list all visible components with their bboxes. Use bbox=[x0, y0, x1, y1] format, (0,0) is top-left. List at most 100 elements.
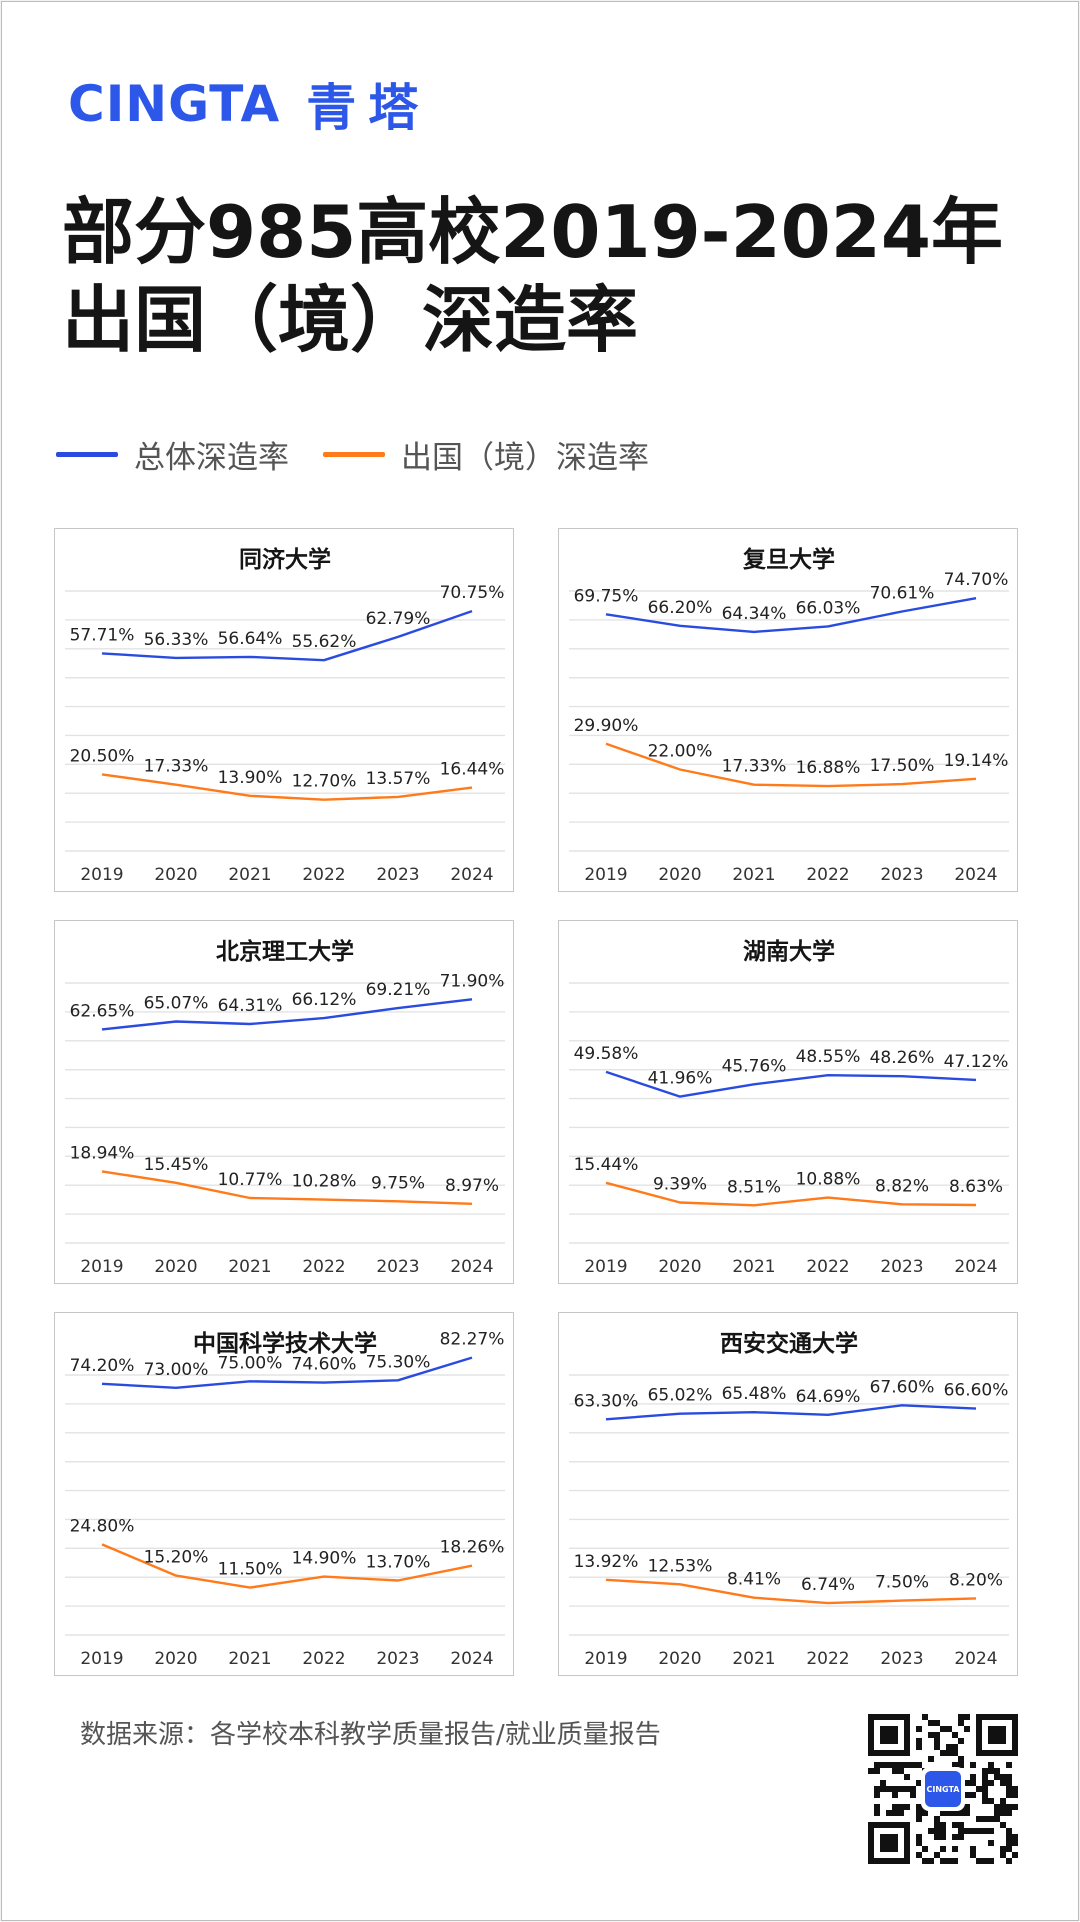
data-label-abroad: 11.50% bbox=[218, 1560, 283, 1580]
series-line-abroad bbox=[605, 742, 977, 788]
data-label-abroad: 10.28% bbox=[292, 1172, 357, 1192]
data-label-overall: 74.60% bbox=[292, 1355, 357, 1375]
data-label-abroad: 24.80% bbox=[70, 1516, 135, 1536]
brand-name-en: CINGTA bbox=[68, 75, 281, 133]
data-label-overall: 66.12% bbox=[292, 990, 357, 1010]
series-line-abroad bbox=[605, 1181, 977, 1207]
data-label-abroad: 19.14% bbox=[944, 751, 1009, 771]
data-label-overall: 41.96% bbox=[648, 1069, 713, 1089]
data-label-overall: 69.21% bbox=[366, 980, 431, 1000]
chart-title: 西安交通大学 bbox=[720, 1330, 858, 1357]
x-tick-label: 2024 bbox=[450, 865, 493, 885]
x-tick-label: 2023 bbox=[880, 1257, 923, 1277]
chart-title: 北京理工大学 bbox=[216, 938, 354, 965]
series-line-abroad bbox=[101, 1543, 473, 1589]
x-tick-label: 2024 bbox=[954, 1257, 997, 1277]
chart-panel-fudan: 复旦大学 2019 2020 2021 2022 2023 2024 69.75% 66.20%… bbox=[558, 528, 1018, 892]
data-label-overall: 73.00% bbox=[144, 1360, 209, 1380]
data-label-overall: 74.20% bbox=[70, 1356, 135, 1376]
legend-line-abroad bbox=[323, 451, 385, 457]
chart-title: 同济大学 bbox=[239, 546, 331, 573]
data-label-overall: 56.33% bbox=[144, 630, 209, 650]
chart-panel-tongji: 同济大学 2019 2020 2021 2022 2023 2024 57.71% 56.33%… bbox=[54, 528, 514, 892]
data-label-abroad: 20.50% bbox=[70, 746, 135, 766]
line-chart-ustc: 中国科学技术大学 2019 2020 2021 2022 2023 2024 74.20% 73… bbox=[65, 1330, 505, 1669]
chart-panel-hnu: 湖南大学 2019 2020 2021 2022 2023 2024 49.58% 41.96%… bbox=[558, 920, 1018, 1284]
x-tick-label: 2022 bbox=[302, 1257, 345, 1277]
title-line-1: 部分985高校2019-2024年 bbox=[62, 190, 1003, 274]
data-label-abroad: 17.33% bbox=[144, 757, 209, 777]
series-line-overall bbox=[101, 1356, 473, 1390]
data-label-overall: 66.60% bbox=[944, 1381, 1009, 1401]
data-label-overall: 64.34% bbox=[722, 604, 787, 624]
x-tick-label: 2019 bbox=[80, 1257, 123, 1277]
x-tick-label: 2021 bbox=[732, 1257, 775, 1277]
series-line-abroad bbox=[101, 1170, 473, 1205]
x-tick-label: 2024 bbox=[450, 1649, 493, 1669]
data-label-abroad: 29.90% bbox=[574, 716, 639, 736]
x-tick-label: 2021 bbox=[228, 1257, 271, 1277]
x-tick-label: 2019 bbox=[584, 1649, 627, 1669]
x-tick-label: 2022 bbox=[302, 865, 345, 885]
data-label-abroad: 6.74% bbox=[801, 1575, 855, 1595]
x-tick-label: 2020 bbox=[658, 865, 701, 885]
data-label-abroad: 10.88% bbox=[796, 1170, 861, 1190]
legend: 总体深造率 出国（境）深造率 bbox=[56, 432, 683, 476]
x-tick-label: 2024 bbox=[954, 1649, 997, 1669]
data-label-overall: 64.69% bbox=[796, 1387, 861, 1407]
x-tick-label: 2019 bbox=[80, 1649, 123, 1669]
x-tick-label: 2024 bbox=[450, 1257, 493, 1277]
line-chart-bit: 北京理工大学 2019 2020 2021 2022 2023 2024 62.65% 65.0… bbox=[65, 938, 505, 1277]
data-label-overall: 48.26% bbox=[870, 1048, 935, 1068]
x-tick-label: 2019 bbox=[584, 865, 627, 885]
legend-item-overall: 总体深造率 bbox=[56, 432, 289, 477]
data-label-abroad: 13.92% bbox=[574, 1552, 639, 1572]
series-line-abroad bbox=[101, 773, 473, 801]
qr-code[interactable]: CINGTA bbox=[868, 1714, 1018, 1864]
series-line-overall bbox=[605, 1404, 977, 1421]
series-line-overall bbox=[101, 609, 473, 662]
data-label-abroad: 12.70% bbox=[292, 772, 357, 792]
x-tick-label: 2023 bbox=[376, 1649, 419, 1669]
chart-title: 湖南大学 bbox=[743, 938, 835, 965]
chart-title: 复旦大学 bbox=[742, 546, 835, 573]
x-tick-label: 2023 bbox=[880, 1649, 923, 1669]
x-tick-label: 2022 bbox=[806, 1649, 849, 1669]
data-label-overall: 74.70% bbox=[944, 570, 1009, 590]
series-line-overall bbox=[605, 597, 977, 634]
data-label-abroad: 22.00% bbox=[648, 742, 713, 762]
legend-line-overall bbox=[56, 451, 118, 457]
line-chart-xjtu: 西安交通大学 2019 2020 2021 2022 2023 2024 63.30% 65.0… bbox=[569, 1330, 1009, 1669]
chart-title: 中国科学技术大学 bbox=[193, 1330, 377, 1357]
x-tick-label: 2020 bbox=[658, 1649, 701, 1669]
legend-label-abroad: 出国（境）深造率 bbox=[401, 439, 649, 476]
data-source-note: 数据来源：各学校本科教学质量报告/就业质量报告 bbox=[80, 1720, 661, 1750]
data-label-overall: 62.79% bbox=[366, 609, 431, 629]
data-label-overall: 82.27% bbox=[440, 1330, 505, 1350]
data-label-overall: 64.31% bbox=[218, 996, 283, 1016]
data-label-overall: 57.71% bbox=[70, 625, 135, 645]
data-label-abroad: 9.39% bbox=[653, 1175, 707, 1195]
line-chart-fudan: 复旦大学 2019 2020 2021 2022 2023 2024 69.75% 66.20%… bbox=[569, 546, 1009, 885]
chart-panel-ustc: 中国科学技术大学 2019 2020 2021 2022 2023 2024 74.20% 73… bbox=[54, 1312, 514, 1676]
brand-logo: CINGTA 青塔 bbox=[68, 74, 430, 137]
x-tick-label: 2021 bbox=[732, 1649, 775, 1669]
x-tick-label: 2019 bbox=[584, 1257, 627, 1277]
x-tick-label: 2022 bbox=[806, 865, 849, 885]
data-label-overall: 62.65% bbox=[70, 1001, 135, 1021]
data-label-overall: 45.76% bbox=[722, 1056, 787, 1076]
brand-name-cn: 青塔 bbox=[306, 79, 431, 137]
data-label-abroad: 17.33% bbox=[722, 757, 787, 777]
data-label-overall: 71.90% bbox=[440, 971, 505, 991]
data-label-overall: 67.60% bbox=[870, 1377, 935, 1397]
data-label-overall: 75.30% bbox=[366, 1352, 431, 1372]
data-label-overall: 65.02% bbox=[648, 1386, 713, 1406]
data-label-abroad: 8.41% bbox=[727, 1570, 781, 1590]
chart-panel-xjtu: 西安交通大学 2019 2020 2021 2022 2023 2024 63.30% 65.0… bbox=[558, 1312, 1018, 1676]
data-label-abroad: 8.63% bbox=[949, 1177, 1003, 1197]
data-label-overall: 66.20% bbox=[648, 598, 713, 618]
data-label-overall: 63.30% bbox=[574, 1391, 639, 1411]
data-label-abroad: 8.51% bbox=[727, 1177, 781, 1197]
data-label-overall: 75.00% bbox=[218, 1353, 283, 1373]
